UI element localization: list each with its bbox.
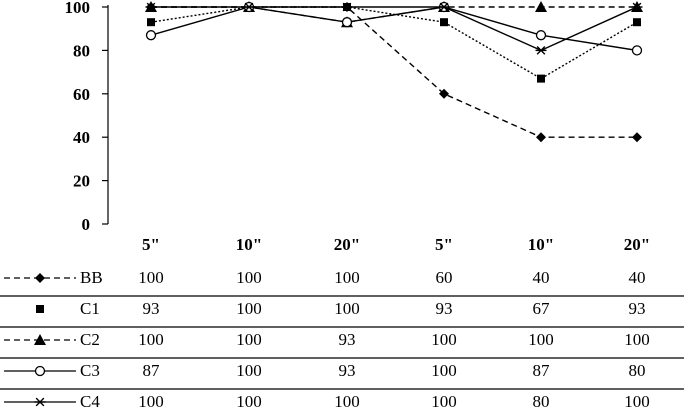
x-tick-label: 10" (236, 235, 262, 254)
table-cell: 100 (236, 268, 262, 287)
table-cell: 100 (138, 330, 164, 349)
table-cell: 100 (431, 330, 457, 349)
legend-marker-bb (35, 273, 45, 283)
legend-marker-c2 (34, 334, 46, 345)
table-cell: 93 (143, 299, 160, 318)
y-tick-label: 0 (82, 215, 91, 234)
data-point-c3 (535, 30, 547, 41)
y-tick-label: 60 (73, 85, 90, 104)
y-tick-label: 40 (73, 128, 90, 147)
data-point-c4 (438, 2, 450, 12)
table-cell: 80 (629, 361, 646, 380)
x-tick-label: 20" (334, 235, 360, 254)
table-cell: 100 (624, 330, 650, 349)
series-line-c3 (150, 6, 638, 52)
table-cell: 100 (236, 299, 262, 318)
table-cell: 93 (339, 330, 356, 349)
y-tick-label: 100 (65, 0, 91, 17)
data-point-c1 (633, 18, 641, 27)
table-cell: 93 (629, 299, 646, 318)
table-cell: 100 (334, 299, 360, 318)
table-cell: 100 (624, 392, 650, 411)
table-cell: 100 (334, 392, 360, 411)
data-point-c4 (631, 2, 643, 12)
legend-label-c4: C4 (80, 392, 100, 411)
data-point-bb (439, 88, 449, 99)
table-cell: 100 (138, 268, 164, 287)
data-point-c4 (145, 2, 157, 12)
x-tick-label: 5" (435, 235, 453, 254)
series-line-c1 (150, 6, 638, 80)
legend-label-c3: C3 (80, 361, 100, 380)
table-cell: 100 (236, 392, 262, 411)
data-point-c1 (440, 18, 448, 27)
table-cell: 87 (143, 361, 161, 380)
table-cell: 100 (236, 361, 262, 380)
data-point-c2 (535, 1, 547, 12)
table-cell: 80 (533, 392, 550, 411)
table-cell: 100 (431, 392, 457, 411)
y-tick-label: 20 (73, 172, 90, 191)
x-tick-label: 20" (624, 235, 650, 254)
data-point-c4 (341, 2, 353, 12)
table-cell: 40 (629, 268, 646, 287)
data-point-c3 (341, 17, 353, 28)
data-point-c3 (145, 30, 157, 41)
table-cell: 67 (533, 299, 551, 318)
data-point-c4 (535, 46, 547, 55)
table-cell: 100 (431, 361, 457, 380)
table-cell: 93 (339, 361, 356, 380)
series-line-bb (151, 6, 637, 138)
table-cell: 100 (528, 330, 554, 349)
table-cell: 87 (533, 361, 551, 380)
table-cell: 60 (436, 268, 453, 287)
data-point-bb (632, 132, 642, 143)
legend-label-c1: C1 (80, 299, 100, 318)
table-cell: 100 (334, 268, 360, 287)
data-point-bb (536, 132, 546, 143)
table-cell: 40 (533, 268, 550, 287)
legend-marker-c1 (36, 305, 44, 313)
legend-label-c2: C2 (80, 330, 100, 349)
table-cell: 93 (436, 299, 453, 318)
x-tick-label: 10" (528, 235, 554, 254)
data-point-c3 (631, 45, 643, 56)
legend-marker-c4 (34, 397, 46, 407)
x-tick-label: 5" (142, 235, 160, 254)
data-point-c4 (243, 2, 255, 12)
legend-marker-c3 (34, 365, 46, 377)
legend-label-bb: BB (80, 268, 103, 287)
table-cell: 100 (138, 392, 164, 411)
y-tick-label: 80 (73, 41, 90, 60)
data-point-c1 (537, 74, 545, 83)
data-point-c1 (147, 18, 155, 27)
series-line-c4 (151, 6, 638, 52)
table-cell: 100 (236, 330, 262, 349)
